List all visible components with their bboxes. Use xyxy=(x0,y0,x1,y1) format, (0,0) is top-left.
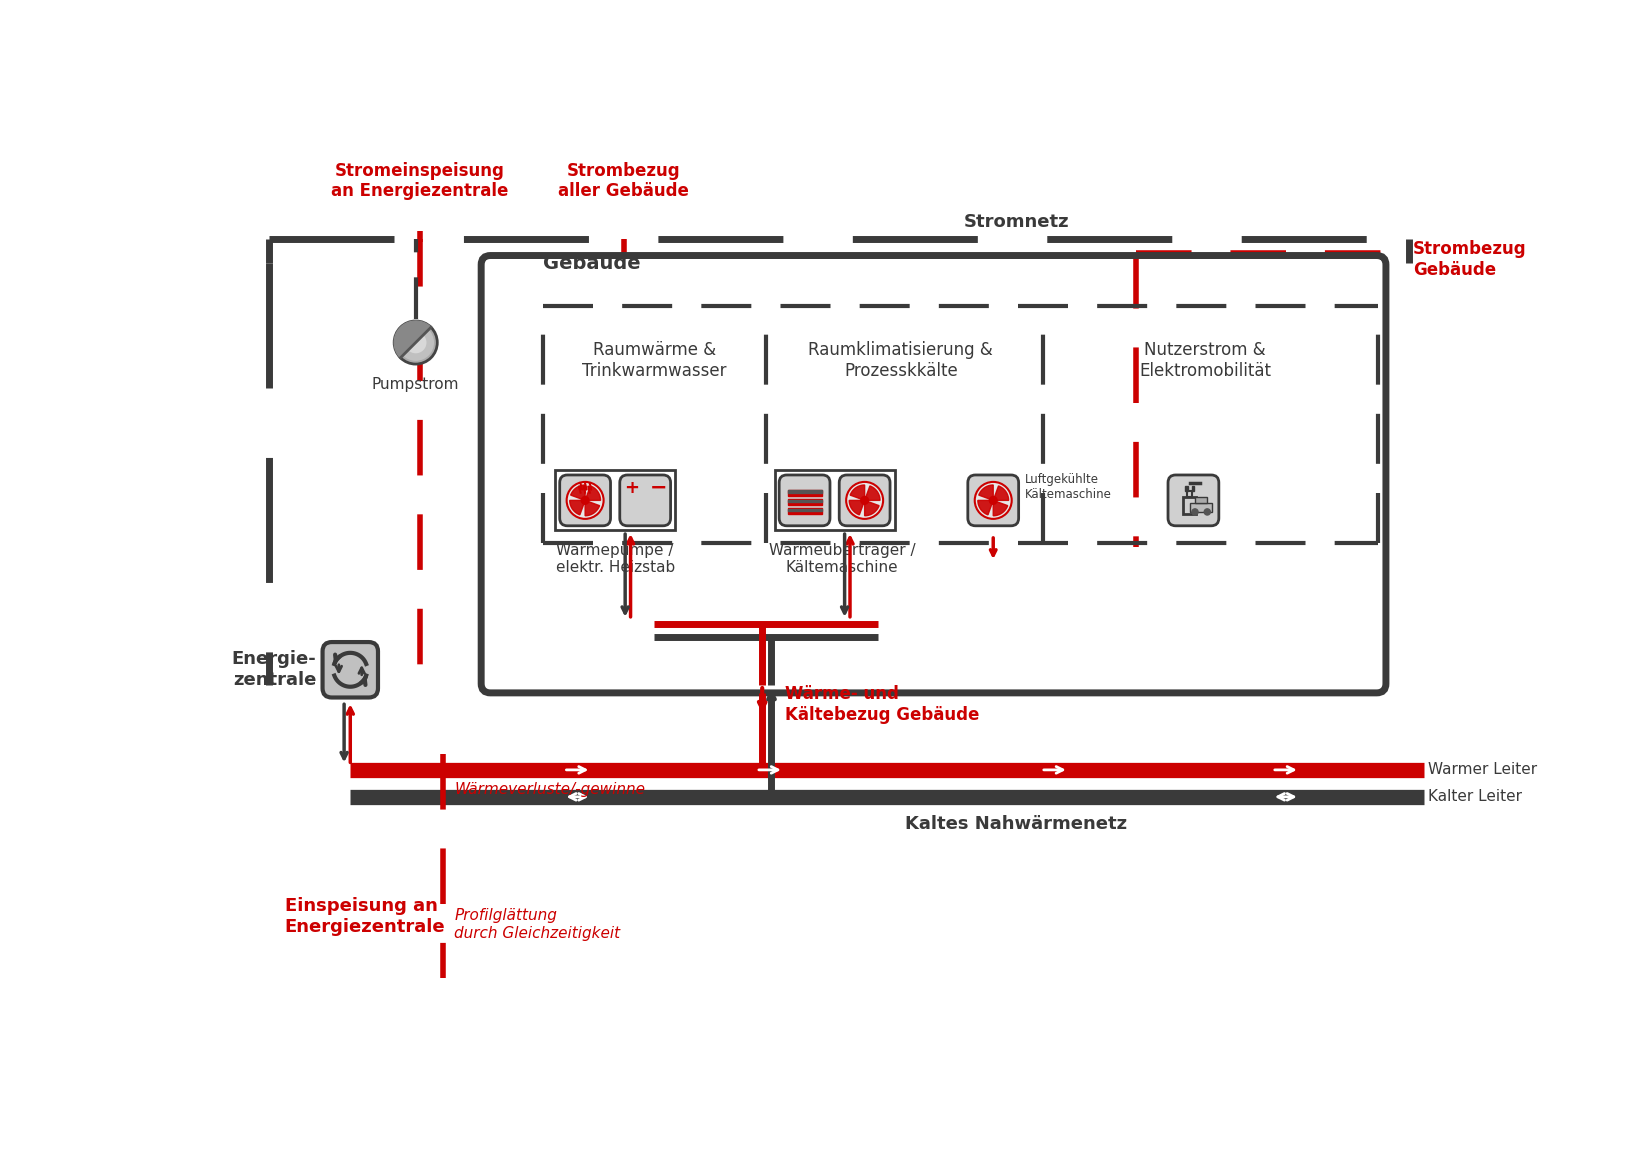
Text: −: − xyxy=(650,478,668,499)
Polygon shape xyxy=(394,321,430,358)
Text: Wärmepumpe /
elektr. Heizstab: Wärmepumpe / elektr. Heizstab xyxy=(556,542,675,575)
Text: Wärmeübertrager /
Kältemaschine: Wärmeübertrager / Kältemaschine xyxy=(769,542,916,575)
Bar xyxy=(787,490,822,493)
Polygon shape xyxy=(978,485,993,501)
Circle shape xyxy=(989,496,998,504)
Text: Kalter Leiter: Kalter Leiter xyxy=(1428,789,1522,804)
Bar xyxy=(787,500,822,502)
Bar xyxy=(1192,486,1193,492)
Text: Nutzerstrom &
Elektromobilität: Nutzerstrom & Elektromobilität xyxy=(1139,340,1271,380)
Bar xyxy=(774,471,895,531)
Text: Kaltes Nahwärmenetz: Kaltes Nahwärmenetz xyxy=(905,815,1128,833)
Polygon shape xyxy=(570,485,585,501)
Bar xyxy=(787,499,822,505)
Bar xyxy=(787,489,822,496)
Text: Energie-
zentrale: Energie- zentrale xyxy=(231,651,316,689)
Text: Strombezug
aller Gebäude: Strombezug aller Gebäude xyxy=(557,162,689,201)
Text: Pumpstrom: Pumpstrom xyxy=(372,377,460,392)
Circle shape xyxy=(394,321,437,365)
Polygon shape xyxy=(585,501,600,516)
Polygon shape xyxy=(993,501,1007,516)
Bar xyxy=(1190,503,1213,512)
Text: Profilglättung
durch Gleichzeitigkeit: Profilglättung durch Gleichzeitigkeit xyxy=(455,908,621,941)
Circle shape xyxy=(404,331,427,353)
Text: Stromeinspeisung
an Energiezentrale: Stromeinspeisung an Energiezentrale xyxy=(331,162,509,201)
Polygon shape xyxy=(585,486,600,501)
FancyBboxPatch shape xyxy=(779,475,830,526)
Circle shape xyxy=(582,496,588,504)
FancyBboxPatch shape xyxy=(559,475,611,526)
Circle shape xyxy=(1192,509,1198,515)
Text: Strombezug
Gebäude: Strombezug Gebäude xyxy=(1413,240,1527,279)
FancyBboxPatch shape xyxy=(1169,475,1219,526)
Circle shape xyxy=(975,482,1012,519)
Text: Einspeisung an
Energiezentrale: Einspeisung an Energiezentrale xyxy=(285,897,445,936)
Bar xyxy=(787,509,822,511)
Text: Wärmeverluste/-gewinne: Wärmeverluste/-gewinne xyxy=(455,781,645,796)
Polygon shape xyxy=(864,486,880,501)
FancyBboxPatch shape xyxy=(619,475,670,526)
Circle shape xyxy=(567,482,603,519)
Polygon shape xyxy=(851,485,864,501)
Text: Gebäude: Gebäude xyxy=(543,254,641,272)
Circle shape xyxy=(398,324,434,361)
Bar xyxy=(1187,492,1192,497)
Text: +: + xyxy=(624,479,639,497)
FancyBboxPatch shape xyxy=(968,475,1019,526)
Bar xyxy=(1183,497,1196,515)
Text: Raumwärme &
Trinkwarmwasser: Raumwärme & Trinkwarmwasser xyxy=(582,340,727,380)
Polygon shape xyxy=(570,501,585,515)
Text: Raumklimatisierung &
Prozesskkälte: Raumklimatisierung & Prozesskkälte xyxy=(808,340,993,380)
Circle shape xyxy=(1205,509,1211,515)
Text: Luftgekühlte
Kältemaschine: Luftgekühlte Kältemaschine xyxy=(1025,472,1112,501)
Polygon shape xyxy=(978,501,993,515)
Circle shape xyxy=(846,482,883,519)
Bar xyxy=(787,508,822,515)
Bar xyxy=(556,471,675,531)
FancyBboxPatch shape xyxy=(323,642,378,697)
FancyBboxPatch shape xyxy=(839,475,890,526)
Text: Wärme- und
Kältebezug Gebäude: Wärme- und Kältebezug Gebäude xyxy=(786,685,980,724)
Polygon shape xyxy=(849,501,864,515)
Text: Warmer Leiter: Warmer Leiter xyxy=(1428,763,1537,778)
Polygon shape xyxy=(864,501,879,516)
Polygon shape xyxy=(993,486,1009,501)
Bar xyxy=(1185,486,1188,492)
Text: Stromnetz: Stromnetz xyxy=(963,212,1069,231)
Circle shape xyxy=(861,496,869,504)
Bar xyxy=(1195,496,1208,503)
